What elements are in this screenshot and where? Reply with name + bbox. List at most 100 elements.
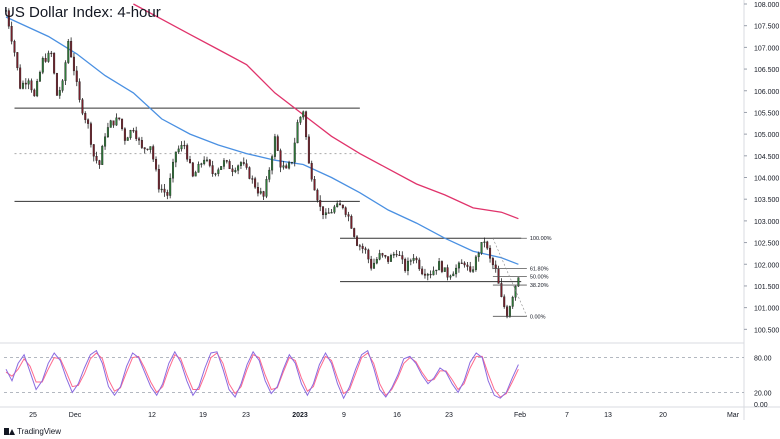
- candle-body: [432, 270, 435, 276]
- candle-body: [299, 116, 302, 123]
- candle-body: [197, 163, 200, 173]
- candle-body: [183, 144, 186, 147]
- candle-body: [4, 10, 7, 12]
- candle-body: [140, 140, 143, 148]
- candle-body: [234, 170, 237, 172]
- ma-fast-line: [5, 16, 519, 265]
- candle-body: [347, 214, 350, 217]
- candle-body: [55, 73, 58, 96]
- candle-body: [406, 260, 409, 271]
- candle-body: [101, 146, 104, 165]
- candle-body: [254, 178, 257, 188]
- time-tick-label: 7: [565, 412, 569, 419]
- candle-body: [307, 136, 310, 164]
- time-tick-label: Mar: [727, 412, 740, 419]
- time-tick-label: Feb: [514, 412, 526, 419]
- candle-body: [375, 259, 378, 264]
- candle-body: [129, 130, 132, 138]
- candle-body: [358, 245, 361, 247]
- candle-body: [251, 178, 254, 180]
- candle-body: [339, 203, 342, 206]
- candle-body: [370, 258, 373, 269]
- candle-body: [214, 173, 217, 175]
- candle-body: [423, 273, 426, 276]
- candle-body: [92, 144, 95, 157]
- candle-body: [489, 247, 492, 259]
- candle-body: [472, 269, 475, 272]
- candle-body: [72, 56, 75, 72]
- candle-body: [313, 179, 316, 191]
- candle-body: [222, 160, 225, 167]
- time-tick-label: 16: [393, 412, 401, 419]
- candle-body: [67, 41, 70, 63]
- candle-body: [477, 253, 480, 258]
- candle-body: [364, 248, 367, 251]
- candle-body: [474, 256, 477, 270]
- candle-body: [438, 261, 441, 271]
- candle-body: [415, 257, 418, 261]
- candle-body: [53, 52, 56, 74]
- candle-body: [217, 169, 220, 174]
- fib-label: 50.00%: [530, 274, 549, 280]
- price-tick-label: 106.500: [754, 67, 779, 74]
- candle-body: [514, 285, 517, 298]
- price-tick-label: 102.500: [754, 241, 779, 248]
- candle-body: [466, 264, 469, 267]
- candle-body: [225, 160, 228, 162]
- candle-body: [319, 200, 322, 207]
- candle-body: [10, 26, 13, 42]
- candle-body: [324, 212, 327, 216]
- candle-body: [19, 67, 22, 89]
- candle-body: [112, 120, 115, 126]
- price-tick-label: 104.500: [754, 154, 779, 161]
- candle-body: [169, 177, 172, 196]
- candle-body: [440, 261, 443, 272]
- candle-body: [387, 256, 390, 262]
- candle-body: [47, 52, 50, 62]
- candle-body: [16, 52, 19, 69]
- tradingview-icon: [4, 428, 15, 435]
- candle-body: [208, 159, 211, 166]
- candle-body: [163, 188, 166, 193]
- candle-body: [344, 207, 347, 215]
- candle-body: [186, 145, 189, 160]
- candle-body: [290, 161, 293, 164]
- candle-body: [106, 127, 109, 138]
- candle-body: [135, 130, 138, 139]
- candle-body: [384, 255, 387, 257]
- candle-body: [64, 62, 67, 81]
- time-tick-label: 19: [199, 412, 207, 419]
- candle-body: [211, 165, 214, 175]
- price-tick-label: 100.500: [754, 327, 779, 334]
- price-tick-label: 106.000: [754, 89, 779, 96]
- candle-body: [203, 159, 206, 164]
- candle-body: [293, 142, 296, 163]
- candle-body: [109, 120, 112, 128]
- candle-body: [228, 161, 231, 170]
- candle-body: [58, 90, 61, 96]
- osc-tick-label: 0.00: [754, 402, 768, 409]
- candle-body: [350, 216, 353, 229]
- fib-label: 0.00%: [530, 314, 546, 320]
- candle-body: [469, 266, 472, 272]
- candle-body: [392, 253, 395, 256]
- candle-body: [395, 253, 398, 256]
- candle-body: [172, 161, 175, 179]
- candle-body: [104, 136, 107, 147]
- candle-body: [463, 262, 466, 266]
- price-tick-label: 107.000: [754, 45, 779, 52]
- time-tick-label: 9: [342, 412, 346, 419]
- candle-body: [302, 111, 305, 118]
- candle-body: [143, 147, 146, 150]
- candle-body: [174, 151, 177, 163]
- candle-body: [401, 255, 404, 260]
- candle-body: [259, 191, 262, 194]
- price-tick-label: 101.500: [754, 284, 779, 291]
- candle-body: [13, 41, 16, 53]
- candle-body: [389, 255, 392, 262]
- candle-body: [138, 138, 141, 141]
- candle-body: [279, 150, 282, 168]
- candle-body: [30, 80, 33, 91]
- candle-body: [123, 128, 126, 141]
- candle-body: [95, 156, 98, 161]
